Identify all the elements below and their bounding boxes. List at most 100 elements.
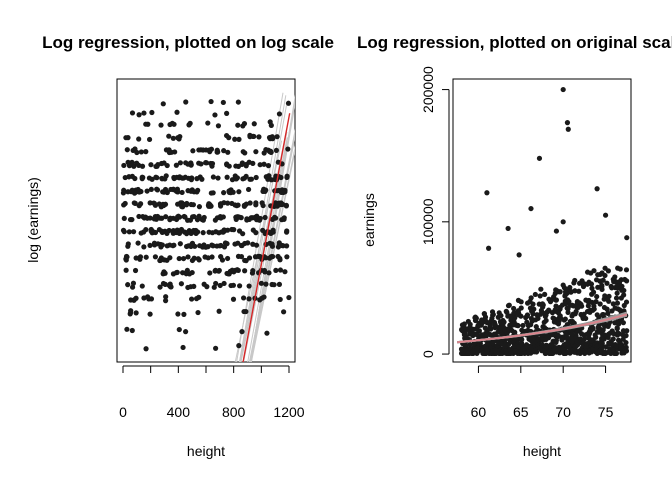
panel-right: Log regression, plotted on original scal…: [357, 33, 672, 459]
left-point: [286, 294, 292, 301]
right-point: [565, 344, 572, 350]
left-point: [263, 281, 269, 287]
left-point: [187, 120, 193, 126]
left-point: [129, 284, 136, 290]
left-point: [235, 267, 241, 274]
right-y-label: earnings: [361, 193, 377, 247]
left-point: [269, 216, 276, 222]
right-fit-curve: [457, 313, 628, 344]
right-outlier-point: [528, 205, 534, 212]
right-point: [555, 332, 561, 338]
left-point: [157, 257, 163, 264]
left-point: [139, 283, 145, 289]
left-point: [202, 254, 208, 260]
right-point: [580, 315, 586, 321]
right-point: [502, 327, 508, 333]
right-outlier-point: [516, 252, 522, 258]
left-point: [178, 281, 185, 287]
right-point: [484, 327, 490, 333]
right-point: [540, 310, 546, 316]
right-point: [600, 312, 607, 318]
left-point: [267, 240, 273, 246]
right-point: [612, 305, 618, 311]
right-point: [602, 272, 608, 279]
right-point: [560, 282, 566, 288]
left-point: [185, 175, 192, 181]
right-point: [536, 345, 543, 351]
left-point: [196, 213, 202, 219]
right-point: [547, 349, 553, 355]
left-point: [147, 215, 153, 221]
right-point: [480, 350, 486, 357]
right-point: [481, 310, 487, 317]
right-point: [537, 293, 543, 299]
left-point: [195, 256, 201, 262]
left-point: [177, 160, 184, 166]
left-point: [284, 174, 290, 181]
right-point: [459, 326, 465, 333]
left-point: [141, 110, 147, 116]
left-point: [228, 282, 234, 289]
left-point: [125, 282, 131, 288]
left-point: [285, 100, 292, 106]
left-point: [189, 257, 196, 264]
right-point: [557, 304, 563, 310]
left-point: [224, 174, 230, 180]
right-point: [623, 299, 630, 305]
right-point: [490, 312, 496, 318]
right-point: [572, 311, 578, 317]
left-point: [121, 215, 127, 222]
right-point: [492, 347, 498, 353]
right-outlier-point: [565, 126, 571, 132]
left-point: [224, 161, 230, 167]
right-point: [518, 305, 524, 311]
left-point: [199, 176, 205, 182]
left-point: [230, 296, 237, 302]
right-point: [590, 289, 597, 295]
left-point: [226, 189, 232, 195]
right-point: [568, 349, 574, 355]
right-point: [518, 313, 524, 319]
right-point: [479, 319, 486, 326]
left-point: [205, 120, 211, 126]
left-point: [270, 229, 276, 235]
left-point: [183, 99, 189, 105]
right-point: [616, 279, 623, 285]
right-point: [467, 341, 473, 348]
left-point: [276, 240, 282, 246]
right-point: [584, 269, 591, 275]
left-point: [193, 227, 199, 234]
right-point: [499, 350, 505, 357]
right-point: [595, 284, 601, 290]
right-axes: 60 65 70 75 0 100000 200000: [420, 66, 614, 420]
right-point: [479, 332, 485, 338]
right-point: [588, 281, 595, 287]
left-point: [253, 149, 259, 155]
right-point: [465, 350, 471, 357]
left-point: [196, 160, 202, 166]
left-point: [197, 243, 203, 249]
left-point: [172, 149, 178, 155]
left-point: [240, 176, 246, 182]
right-point: [532, 291, 538, 298]
right-point: [506, 302, 512, 308]
left-point: [235, 163, 242, 169]
right-point: [523, 314, 529, 321]
right-point: [565, 309, 571, 316]
right-point: [599, 283, 605, 290]
right-point: [553, 308, 559, 314]
left-point: [174, 174, 180, 180]
left-point: [214, 149, 220, 155]
left-point: [219, 257, 226, 263]
left-point: [164, 162, 170, 169]
left-point: [188, 162, 194, 168]
left-point: [277, 257, 283, 263]
left-point: [146, 175, 152, 181]
left-point: [174, 109, 180, 115]
right-point: [466, 326, 472, 333]
left-point: [201, 281, 207, 287]
left-point: [284, 243, 290, 249]
left-point: [184, 268, 190, 275]
right-point: [618, 344, 624, 350]
left-plot-frame: [116, 78, 296, 363]
